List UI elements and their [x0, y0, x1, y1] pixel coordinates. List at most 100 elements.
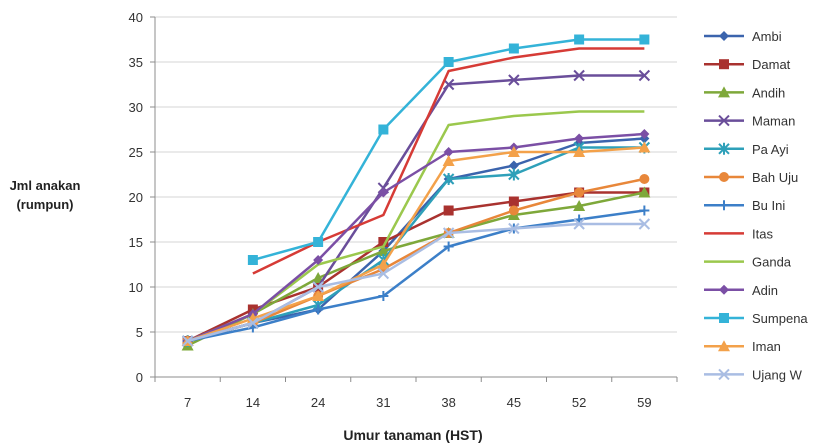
- y-axis-title-line-2: (rumpun): [16, 197, 74, 212]
- legend-item-sumpena: Sumpena: [704, 311, 808, 326]
- y-tick-label: 15: [129, 235, 143, 250]
- data-point-sumpena: [443, 57, 454, 67]
- legend-label-bu-ini: Bu Ini: [752, 198, 785, 213]
- legend-item-damat: Damat: [704, 57, 791, 72]
- y-axis-title-line-1: Jml anakan: [9, 178, 81, 193]
- data-point-ujang-w: [573, 218, 585, 230]
- legend-item-pa-ayi: Pa Ayi: [704, 142, 789, 157]
- legend-label-ambi: Ambi: [752, 29, 782, 44]
- data-point-damat: [443, 205, 454, 216]
- legend-item-itas: Itas: [704, 226, 773, 241]
- data-point-andih: [377, 245, 390, 256]
- data-point-iman: [442, 155, 455, 166]
- legend-item-ujang-w: Ujang W: [704, 367, 803, 382]
- data-point-sumpena: [508, 43, 519, 54]
- data-point-iman: [377, 258, 390, 270]
- data-point-damat: [508, 196, 519, 207]
- legend-marker-ujang-w: [718, 368, 730, 381]
- data-point-ambi: [508, 160, 519, 171]
- legend-marker-maman: [718, 114, 730, 127]
- series-adin: [182, 129, 650, 346]
- legend: Ambi Damat Andih Maman Pa Ayi Bah Uju Bu Ini It…: [704, 29, 808, 382]
- data-point-maman: [638, 69, 651, 82]
- series-line-bah-uju: [187, 177, 645, 343]
- x-tick-label: 7: [184, 395, 191, 410]
- legend-item-maman: Maman: [704, 114, 795, 129]
- data-point-sumpena: [378, 124, 389, 135]
- legend-item-adin: Adin: [704, 283, 778, 298]
- legend-item-ganda: Ganda: [704, 255, 792, 270]
- legend-marker-bah-uju: [719, 172, 729, 182]
- legend-marker-bu-ini: [719, 200, 729, 211]
- data-point-ujang-w: [442, 227, 455, 239]
- legend-label-maman: Maman: [752, 114, 795, 129]
- data-point-ujang-w: [638, 218, 651, 230]
- x-tick-label: 38: [441, 395, 455, 410]
- legend-item-ambi: Ambi: [704, 29, 782, 44]
- data-point-bu-ini: [639, 205, 650, 216]
- data-point-andih: [573, 200, 586, 211]
- x-tick-label: 45: [507, 395, 521, 410]
- legend-item-iman: Iman: [704, 339, 781, 354]
- axes: 0 5 10 15 20 25 30 35 40 7 14 24 31 38 45 52 59: [129, 10, 678, 410]
- data-point-adin: [574, 133, 585, 144]
- data-point-iman: [312, 290, 325, 301]
- data-point-ujang-w: [312, 281, 324, 293]
- y-tick-label: 25: [129, 145, 143, 160]
- legend-label-damat: Damat: [752, 57, 791, 72]
- series-sumpena: [247, 34, 650, 265]
- data-point-bah-uju: [574, 187, 585, 198]
- y-axis-title: Jml anakan (rumpun): [4, 176, 86, 214]
- data-point-bah-uju: [508, 205, 519, 216]
- data-point-adin: [639, 129, 650, 139]
- legend-label-adin: Adin: [752, 283, 778, 298]
- x-tick-label: 31: [376, 395, 390, 410]
- legend-marker-adin: [719, 284, 729, 295]
- data-point-bu-ini: [378, 291, 389, 301]
- data-point-ujang-w: [377, 267, 390, 280]
- series-line-bu-ini: [187, 209, 645, 343]
- series-line-ujang-w: [187, 222, 645, 343]
- y-tick-label: 10: [129, 280, 143, 295]
- data-point-bah-uju: [639, 174, 650, 184]
- data-point-ujang-w: [508, 222, 520, 235]
- data-point-pa-ayi: [442, 173, 455, 185]
- legend-label-sumpena: Sumpena: [752, 311, 808, 326]
- data-point-adin: [378, 187, 389, 198]
- series-line-iman: [187, 146, 645, 343]
- legend-item-bu-ini: Bu Ini: [704, 198, 785, 213]
- legend-marker-andih: [718, 86, 730, 98]
- y-tick-label: 40: [129, 10, 143, 25]
- data-point-andih: [638, 186, 651, 198]
- legend-marker-pa-ayi: [718, 142, 730, 155]
- data-point-adin: [313, 255, 324, 265]
- data-point-maman: [508, 74, 520, 86]
- series-line-adin: [187, 132, 645, 343]
- legend-label-ujang-w: Ujang W: [752, 367, 803, 382]
- data-point-bu-ini: [443, 241, 454, 252]
- legend-label-ganda: Ganda: [752, 255, 792, 270]
- legend-marker-iman: [718, 340, 730, 352]
- y-tick-label: 30: [129, 100, 143, 115]
- series-ujang-w: [181, 218, 651, 347]
- legend-label-pa-ayi: Pa Ayi: [752, 142, 789, 157]
- legend-marker-sumpena: [719, 313, 729, 323]
- x-tick-label: 52: [572, 395, 586, 410]
- data-point-maman: [573, 69, 585, 82]
- data-point-adin: [443, 147, 454, 157]
- legend-label-iman: Iman: [752, 339, 781, 354]
- legend-label-bah-uju: Bah Uju: [752, 170, 798, 185]
- legend-label-itas: Itas: [752, 226, 773, 241]
- x-tick-label: 14: [246, 395, 260, 410]
- y-tick-label: 0: [136, 370, 143, 385]
- x-tick-label: 24: [311, 395, 325, 410]
- data-point-ujang-w: [247, 317, 259, 329]
- data-point-bu-ini: [313, 304, 324, 315]
- series-line-andih: [187, 191, 645, 347]
- series-lines: [181, 34, 651, 351]
- legend-marker-damat: [719, 59, 729, 70]
- data-point-iman: [638, 141, 651, 153]
- data-point-ujang-w: [181, 335, 194, 347]
- data-point-sumpena: [313, 237, 324, 247]
